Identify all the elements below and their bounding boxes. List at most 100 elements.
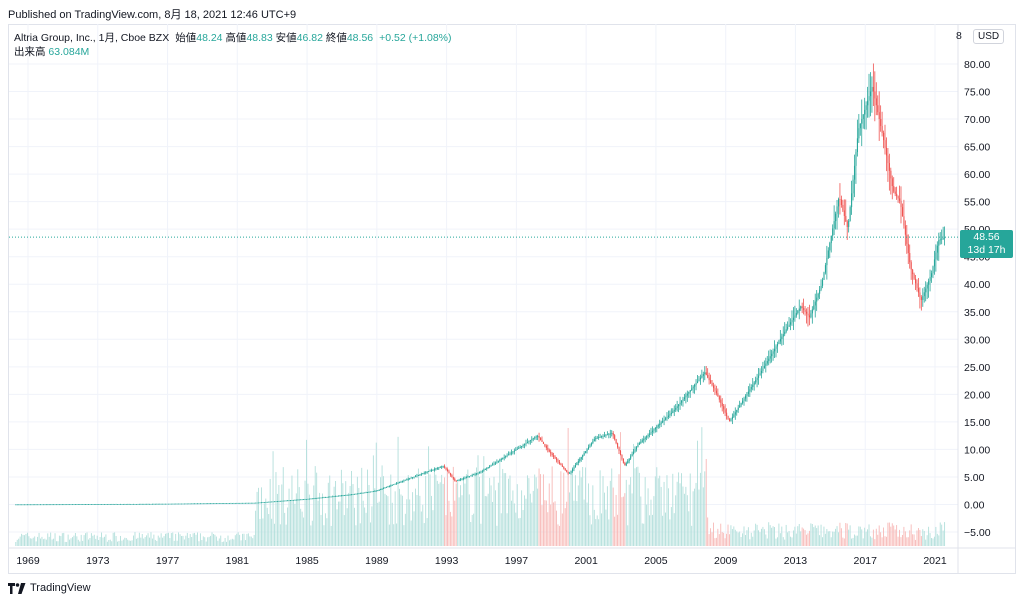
candle-body bbox=[634, 449, 636, 452]
candle-body bbox=[478, 472, 481, 474]
volume-bar bbox=[544, 500, 546, 546]
volume-bar bbox=[784, 539, 786, 546]
candle-body bbox=[313, 498, 315, 500]
volume-bar bbox=[311, 520, 313, 546]
volume-bar bbox=[589, 515, 591, 546]
volume-bar bbox=[431, 495, 432, 546]
volume-bar bbox=[319, 492, 321, 546]
candle-body bbox=[656, 426, 658, 428]
volume-bar bbox=[156, 540, 158, 546]
candle-body bbox=[15, 504, 17, 506]
volume-bar bbox=[96, 535, 98, 546]
candle-body bbox=[797, 310, 799, 314]
candle-body bbox=[384, 487, 386, 489]
candle-body bbox=[853, 165, 856, 180]
candle-body bbox=[633, 451, 635, 454]
candle-body bbox=[734, 412, 736, 415]
candle-body bbox=[518, 447, 520, 449]
candle-body bbox=[880, 119, 882, 126]
candle-body bbox=[747, 391, 749, 394]
volume-bar bbox=[74, 532, 76, 546]
candle-body bbox=[253, 502, 255, 504]
volume-bar bbox=[865, 531, 867, 546]
volume-bar bbox=[378, 501, 380, 546]
candle-body bbox=[641, 440, 643, 442]
candle-body bbox=[21, 504, 23, 506]
candle-body bbox=[445, 467, 447, 470]
candle-body bbox=[433, 469, 436, 470]
footer-brand[interactable]: TradingView bbox=[8, 582, 91, 594]
volume-bar bbox=[944, 522, 946, 546]
volume-bar bbox=[694, 488, 696, 546]
volume-bar bbox=[717, 528, 719, 546]
volume-bar bbox=[646, 504, 648, 546]
volume-bar bbox=[481, 474, 483, 546]
candle-body bbox=[364, 492, 366, 494]
scale-button[interactable]: 8 bbox=[956, 30, 962, 42]
volume-bar bbox=[740, 536, 742, 546]
volume-bar bbox=[900, 537, 902, 546]
volume-bar bbox=[66, 541, 68, 546]
candle-body bbox=[69, 504, 71, 506]
candle-body bbox=[519, 446, 521, 448]
candle-body bbox=[144, 503, 146, 505]
volume-bar bbox=[550, 504, 552, 546]
candle-body bbox=[281, 500, 283, 502]
candle-body bbox=[681, 400, 683, 403]
candle-body bbox=[849, 207, 851, 221]
candle-body bbox=[643, 438, 645, 441]
volume-bar bbox=[729, 534, 730, 546]
volume-bar bbox=[451, 516, 453, 546]
volume-bar bbox=[470, 521, 472, 546]
volume-bar bbox=[333, 486, 335, 546]
volume-bar bbox=[473, 513, 475, 546]
candle-body bbox=[212, 503, 215, 505]
candle-body bbox=[865, 105, 867, 110]
candle-body bbox=[133, 503, 135, 505]
candle-body bbox=[317, 497, 319, 499]
volume-bar bbox=[457, 482, 459, 546]
candle-body bbox=[156, 503, 158, 505]
volume-bar bbox=[215, 536, 217, 546]
volume-bar bbox=[942, 530, 944, 546]
volume-bar bbox=[689, 473, 691, 546]
candle-body bbox=[29, 504, 31, 506]
candle-body bbox=[663, 419, 665, 422]
volume-bar bbox=[620, 432, 621, 546]
volume-bar bbox=[258, 487, 259, 546]
candle-body bbox=[605, 434, 607, 436]
volume-bar bbox=[339, 501, 341, 546]
candle-body bbox=[638, 443, 640, 445]
candle-body bbox=[220, 503, 222, 504]
volume-bar bbox=[191, 536, 193, 546]
volume-bar bbox=[50, 532, 52, 546]
volume-bar bbox=[920, 536, 922, 546]
candle-body bbox=[824, 265, 827, 273]
volume-bar bbox=[685, 486, 687, 546]
candle-body bbox=[839, 199, 841, 200]
candle-body bbox=[179, 503, 181, 505]
candle-body bbox=[227, 503, 229, 504]
candle-body bbox=[183, 503, 185, 505]
volume-bar bbox=[654, 476, 656, 546]
volume-bar bbox=[394, 491, 396, 546]
volume-bar bbox=[433, 469, 435, 546]
candle-body bbox=[794, 315, 796, 318]
volume-bar bbox=[640, 496, 642, 546]
candle-body bbox=[487, 467, 489, 469]
volume-bar bbox=[749, 539, 751, 546]
volume-bar bbox=[788, 531, 790, 546]
candle-body bbox=[298, 499, 300, 501]
candle-body bbox=[462, 478, 465, 480]
price-chart[interactable]: −5.00 0.00 5.00 10.00 15.00 20.00 25.00 30.00 35… bbox=[8, 24, 1016, 574]
volume-bar bbox=[484, 496, 486, 546]
candle-body bbox=[532, 438, 534, 440]
currency-button[interactable]: USD bbox=[973, 29, 1005, 44]
volume-bar bbox=[229, 540, 230, 546]
candle-body bbox=[412, 477, 414, 478]
volume-bar bbox=[108, 539, 110, 546]
candle-body bbox=[836, 206, 838, 214]
candle-body bbox=[931, 273, 933, 278]
volume-bar bbox=[755, 523, 757, 546]
volume-bar bbox=[198, 541, 200, 546]
